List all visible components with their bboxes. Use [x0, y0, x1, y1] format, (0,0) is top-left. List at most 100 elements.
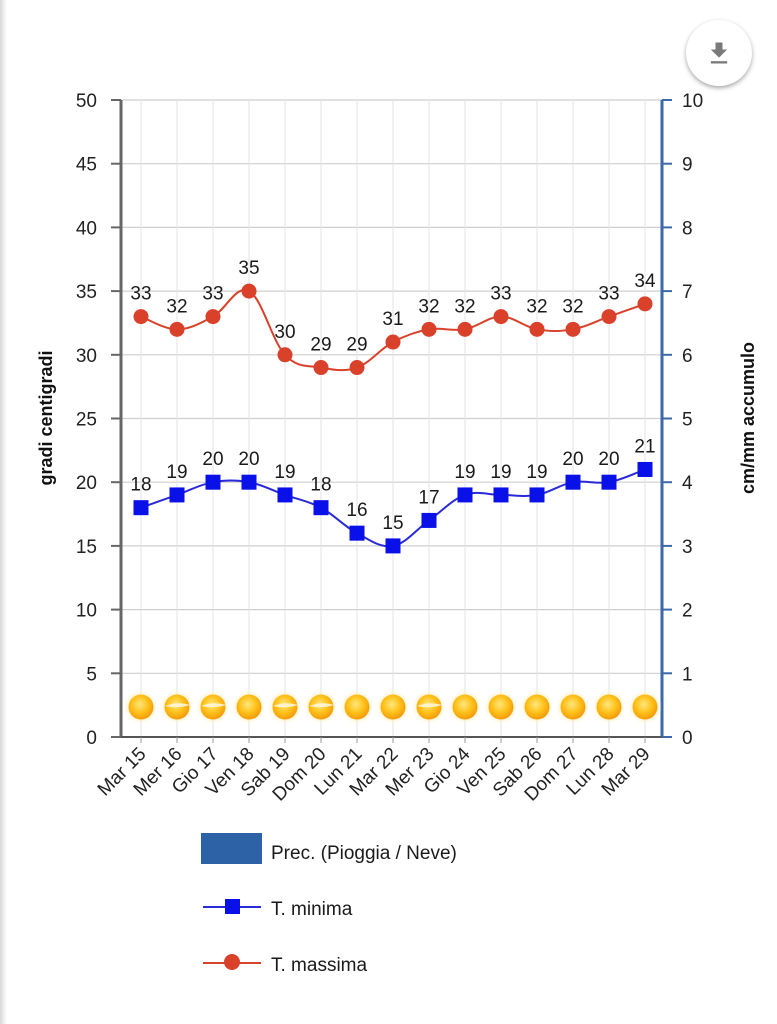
cloud-streak-icon	[417, 703, 442, 708]
series	[133, 283, 653, 554]
sun-icon	[488, 694, 514, 720]
weather-icon-sunny	[232, 690, 266, 724]
y-tick-label: 45	[76, 155, 97, 176]
tmin-data-label: 17	[418, 487, 439, 508]
legend-tmin-label: T. minima	[271, 899, 353, 920]
tmax-data-label: 29	[310, 335, 331, 356]
y-tick-label: 5	[86, 664, 97, 685]
tmax-data-label: 34	[634, 271, 656, 292]
y2-tick-label: 9	[682, 155, 693, 176]
tmin-data-label: 19	[274, 462, 295, 483]
legend-item-tmax[interactable]: T. massima	[203, 954, 368, 976]
tmin-marker	[277, 487, 293, 503]
legend-item-tmin[interactable]: T. minima	[203, 899, 353, 920]
tmax-data-label: 33	[130, 284, 151, 305]
tmax-marker	[385, 334, 401, 350]
y-tick-label: 30	[76, 346, 97, 367]
grid	[121, 99, 662, 737]
tmin-data-label: 16	[346, 500, 367, 521]
tmax-marker	[565, 321, 581, 337]
tmin-marker	[241, 474, 257, 490]
y-tick-label: 0	[86, 728, 97, 749]
tmin-data-label: 19	[166, 462, 187, 483]
page-edge-shadow	[0, 0, 7, 1024]
y-tick-label: 40	[76, 218, 97, 239]
cloud-streak-icon	[165, 703, 190, 708]
tmax-marker	[313, 360, 329, 376]
tmin-marker	[133, 500, 149, 516]
tmin-marker	[529, 487, 545, 503]
tmax-marker	[493, 309, 509, 325]
tmin-data-label: 19	[526, 462, 547, 483]
tmin-marker	[421, 512, 437, 528]
tmax-marker	[277, 347, 293, 363]
weather-icon-sunny	[592, 690, 626, 724]
tmax-data-label: 32	[526, 296, 547, 317]
tmax-marker	[637, 296, 653, 312]
weather-icon-mostly-sunny	[268, 690, 302, 724]
y-tick-label: 15	[76, 537, 97, 558]
download-icon	[710, 42, 728, 64]
cloud-streak-icon	[309, 703, 334, 708]
tmin-data-label: 20	[598, 449, 619, 470]
tmax-data-label: 32	[418, 296, 439, 317]
tmax-data-label: 32	[454, 296, 475, 317]
tmax-data-label: 32	[562, 296, 583, 317]
y2-tick-label: 2	[682, 601, 693, 622]
tmin-marker	[637, 461, 653, 477]
tmin-data-label: 21	[634, 436, 655, 457]
tmin-data-label: 20	[238, 449, 259, 470]
tmax-data-label: 29	[346, 335, 367, 356]
sun-icon	[524, 694, 550, 720]
tmin-marker	[313, 500, 329, 516]
tmin-marker	[169, 487, 185, 503]
y2-axis-title: cm/mm accumulo	[738, 342, 758, 494]
weather-icon-mostly-sunny	[160, 690, 194, 724]
y2-tick-label: 1	[682, 664, 693, 685]
tmax-marker	[457, 321, 473, 337]
legend-precip-swatch	[201, 833, 262, 864]
y2-tick-label: 7	[682, 282, 693, 303]
tmax-data-label: 32	[166, 296, 187, 317]
tmax-data-label: 31	[382, 309, 403, 330]
y2-tick-label: 3	[682, 537, 693, 558]
sun-icon	[236, 694, 262, 720]
tmin-marker	[205, 474, 221, 490]
sun-icon	[380, 694, 406, 720]
tmax-marker	[601, 309, 617, 325]
weather-icon-sunny	[448, 690, 482, 724]
tmax-data-label: 33	[598, 284, 619, 305]
y-tick-label: 50	[76, 91, 97, 112]
weather-icon-sunny	[124, 690, 158, 724]
tmax-data-label: 30	[274, 322, 295, 343]
download-button[interactable]	[686, 20, 752, 86]
y-tick-label: 35	[76, 282, 97, 303]
y2-tick-label: 6	[682, 346, 693, 367]
tmax-marker	[421, 321, 437, 337]
tmin-marker	[349, 525, 365, 541]
y2-tick-label: 5	[682, 410, 693, 431]
y-axis-title: gradi centigradi	[36, 350, 56, 485]
y-tick-label: 20	[76, 473, 97, 494]
tmax-marker	[133, 309, 149, 325]
tmin-marker	[385, 538, 401, 554]
tmax-data-label: 33	[490, 284, 511, 305]
tmin-data-label: 18	[310, 475, 331, 496]
weather-icon-sunny	[520, 690, 554, 724]
tmin-marker	[493, 487, 509, 503]
sun-icon	[632, 694, 658, 720]
y2-tick-label: 10	[682, 91, 703, 112]
tmin-data-label: 15	[382, 513, 403, 534]
legend-tmax-marker	[224, 954, 240, 970]
legend-precip-label: Prec. (Pioggia / Neve)	[271, 843, 457, 864]
y2-tick-label: 8	[682, 218, 693, 239]
legend-item-precip[interactable]: Prec. (Pioggia / Neve)	[201, 833, 457, 864]
tmin-data-label: 19	[454, 462, 475, 483]
tmax-data-label: 35	[238, 258, 259, 279]
cloud-streak-icon	[201, 703, 226, 708]
weather-icon-sunny	[628, 690, 662, 724]
y2-tick-label: 0	[682, 728, 693, 749]
y-tick-label: 25	[76, 410, 97, 431]
tmin-marker	[601, 474, 617, 490]
weather-icon-sunny	[340, 690, 374, 724]
